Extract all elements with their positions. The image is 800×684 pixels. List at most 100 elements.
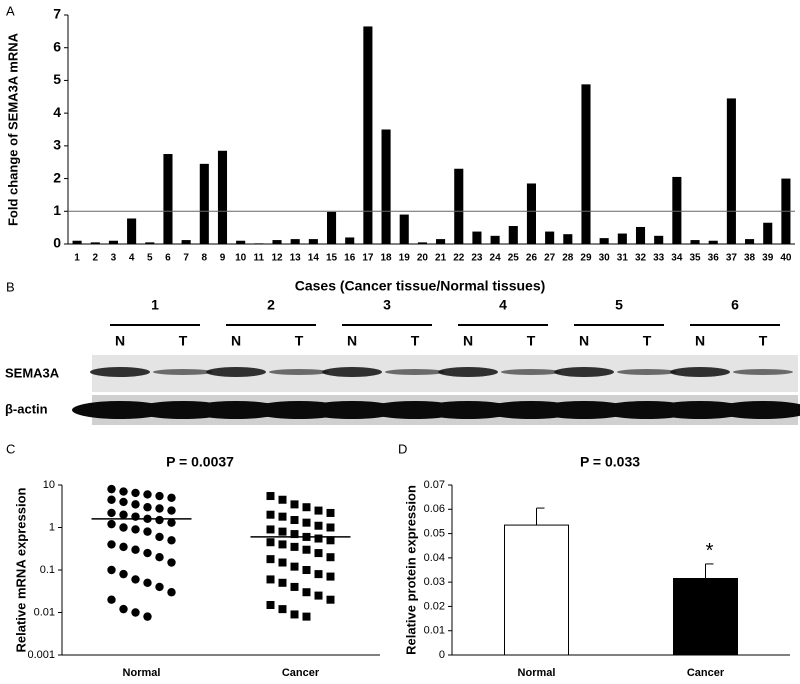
- data-point: [131, 608, 140, 617]
- data-point: [302, 612, 311, 621]
- y-axis-label: Relative protein expression: [403, 485, 418, 655]
- data-point: [107, 540, 116, 549]
- y-tick-label: 0: [439, 649, 445, 661]
- data-point: [314, 549, 323, 558]
- x-tick-label: 25: [508, 253, 520, 264]
- data-point: [278, 558, 287, 567]
- data-point: [143, 527, 152, 536]
- bar: [617, 233, 627, 244]
- data-point: [290, 530, 299, 539]
- data-point: [107, 484, 116, 494]
- data-point: [314, 591, 323, 600]
- bar: [472, 231, 482, 244]
- data-point: [278, 512, 287, 521]
- data-point: [302, 503, 311, 512]
- data-point: [167, 558, 176, 567]
- y-tick-label: 0.06: [424, 503, 445, 515]
- lane-label: T: [411, 333, 420, 349]
- x-tick-label: Normal: [123, 667, 161, 679]
- data-point: [155, 504, 164, 513]
- bar: [690, 240, 700, 244]
- data-point: [143, 578, 152, 587]
- group-label: 4: [499, 297, 507, 313]
- x-tick-label: 4: [129, 253, 135, 264]
- data-point: [107, 508, 116, 518]
- x-tick-label: 32: [635, 253, 647, 264]
- x-tick-label: 23: [471, 253, 483, 264]
- x-tick-label: 8: [202, 253, 208, 264]
- y-tick-label: 5: [53, 71, 61, 87]
- bar: [345, 237, 355, 244]
- bar: [326, 211, 337, 244]
- data-point: [155, 515, 164, 525]
- bar: [417, 242, 427, 244]
- bar: [508, 226, 518, 244]
- x-tick-label: 20: [417, 253, 429, 264]
- data-point: [119, 542, 128, 552]
- band: [269, 369, 329, 375]
- x-tick-label: 40: [780, 253, 792, 264]
- y-tick-label: 7: [53, 6, 61, 22]
- data-point: [266, 510, 275, 519]
- data-point: [290, 610, 299, 619]
- band: [322, 367, 382, 377]
- x-tick-label: 17: [362, 253, 374, 264]
- data-point: [290, 516, 299, 525]
- y-tick-label: 3: [53, 137, 61, 153]
- band: [670, 367, 730, 377]
- x-axis-label: Cases (Cancer tissue/Normal tissues): [295, 278, 546, 294]
- x-tick-label: 37: [726, 253, 738, 264]
- data-point: [155, 553, 164, 562]
- bar: [599, 238, 609, 244]
- data-point: [266, 555, 275, 564]
- data-point: [314, 534, 323, 543]
- bar: [635, 226, 646, 244]
- y-tick-label: 0.07: [424, 479, 445, 491]
- band: [554, 367, 614, 377]
- x-tick-label: 13: [290, 253, 302, 264]
- y-tick-label: 1: [49, 521, 55, 533]
- x-tick-label: 26: [526, 253, 538, 264]
- data-point: [107, 595, 116, 604]
- x-tick-label: 27: [544, 253, 556, 264]
- x-tick-label: 18: [381, 253, 393, 264]
- data-point: [314, 506, 323, 515]
- y-tick-label: 4: [53, 104, 61, 120]
- bar: [217, 150, 228, 244]
- band: [617, 369, 677, 375]
- band: [438, 367, 498, 377]
- x-tick-label: 36: [708, 253, 720, 264]
- data-point: [107, 519, 116, 529]
- band: [715, 401, 800, 419]
- x-tick-label: 6: [165, 253, 171, 264]
- data-point: [155, 582, 164, 592]
- data-point: [131, 488, 140, 498]
- panel-label: B: [6, 279, 15, 294]
- data-point: [119, 497, 128, 507]
- bar: [272, 240, 282, 244]
- band: [206, 367, 266, 377]
- y-axis-label: Relative mRNA expression: [13, 487, 28, 652]
- data-point: [131, 545, 140, 554]
- lane-label: N: [463, 333, 473, 349]
- data-point: [107, 495, 116, 504]
- y-tick-label: 1: [53, 202, 61, 218]
- x-tick-label: 15: [326, 253, 338, 264]
- y-tick-label: 0: [53, 235, 61, 251]
- chart-title: P = 0.033: [580, 454, 640, 470]
- data-point: [143, 612, 152, 621]
- data-point: [131, 575, 140, 584]
- data-point: [278, 578, 287, 587]
- x-tick-label: 5: [147, 253, 153, 264]
- data-point: [167, 506, 176, 515]
- x-tick-label: 14: [308, 253, 320, 264]
- x-tick-label: 3: [111, 253, 117, 264]
- bar: [745, 239, 755, 244]
- data-point: [143, 490, 152, 499]
- y-tick-label: 0.1: [40, 564, 55, 576]
- data-point: [167, 536, 176, 545]
- y-tick-label: 0.01: [424, 625, 445, 637]
- panel-label: D: [398, 441, 407, 456]
- bar: [763, 222, 773, 244]
